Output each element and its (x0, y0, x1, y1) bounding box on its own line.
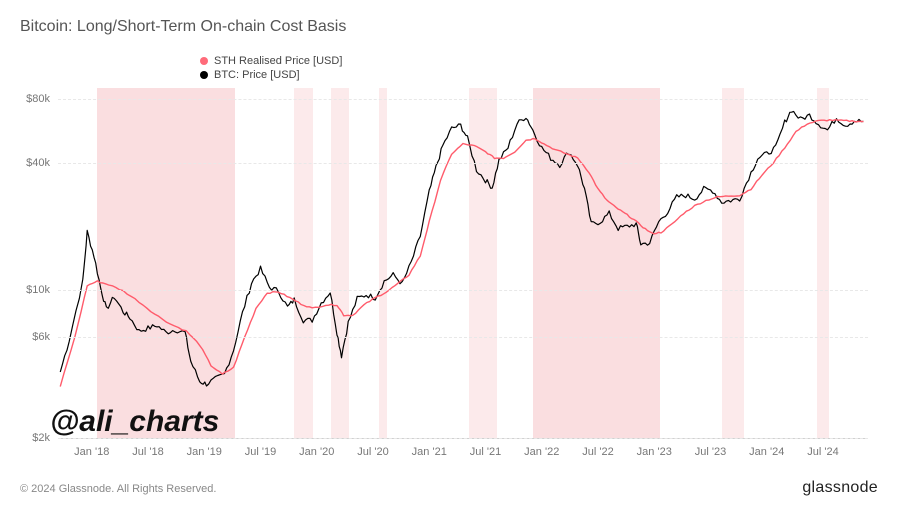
y-gridline (58, 290, 868, 291)
y-axis-label: $40k (26, 157, 58, 169)
series-line (60, 112, 863, 387)
legend-label: BTC: Price [USD] (214, 69, 300, 81)
x-axis-label: Jul '18 (132, 438, 163, 458)
x-axis-label: Jul '21 (470, 438, 501, 458)
chart-svg (58, 88, 868, 438)
x-axis-label: Jan '21 (412, 438, 447, 458)
x-axis-label: Jul '23 (695, 438, 726, 458)
y-gridline (58, 163, 868, 164)
x-axis-label: Jan '24 (749, 438, 784, 458)
y-gridline (58, 337, 868, 338)
legend-item: STH Realised Price [USD] (200, 55, 342, 67)
legend-swatch-btc (200, 71, 208, 79)
x-axis-label: Jul '22 (582, 438, 613, 458)
legend-item: BTC: Price [USD] (200, 69, 342, 81)
legend-swatch-sth (200, 57, 208, 65)
y-axis-label: $6k (32, 331, 58, 343)
y-axis-label: $10k (26, 284, 58, 296)
x-axis-label: Jan '19 (187, 438, 222, 458)
y-gridline (58, 99, 868, 100)
x-axis-label: Jul '24 (807, 438, 838, 458)
x-axis-label: Jan '23 (637, 438, 672, 458)
x-axis-label: Jul '20 (357, 438, 388, 458)
watermark: @ali_charts (50, 405, 219, 439)
x-axis-label: Jan '18 (74, 438, 109, 458)
brand: glassnode (802, 479, 878, 497)
legend: STH Realised Price [USD] BTC: Price [USD… (200, 55, 342, 83)
y-axis-label: $80k (26, 93, 58, 105)
legend-label: STH Realised Price [USD] (214, 55, 342, 67)
series-line (60, 120, 863, 387)
x-axis-label: Jul '19 (245, 438, 276, 458)
chart-title: Bitcoin: Long/Short-Term On-chain Cost B… (20, 18, 346, 36)
chart-page: Bitcoin: Long/Short-Term On-chain Cost B… (0, 0, 900, 507)
copyright: © 2024 Glassnode. All Rights Reserved. (20, 483, 216, 495)
plot-area: $2k$6k$10k$40k$80kJan '18Jul '18Jan '19J… (58, 88, 868, 439)
x-axis-label: Jan '22 (524, 438, 559, 458)
x-axis-label: Jan '20 (299, 438, 334, 458)
